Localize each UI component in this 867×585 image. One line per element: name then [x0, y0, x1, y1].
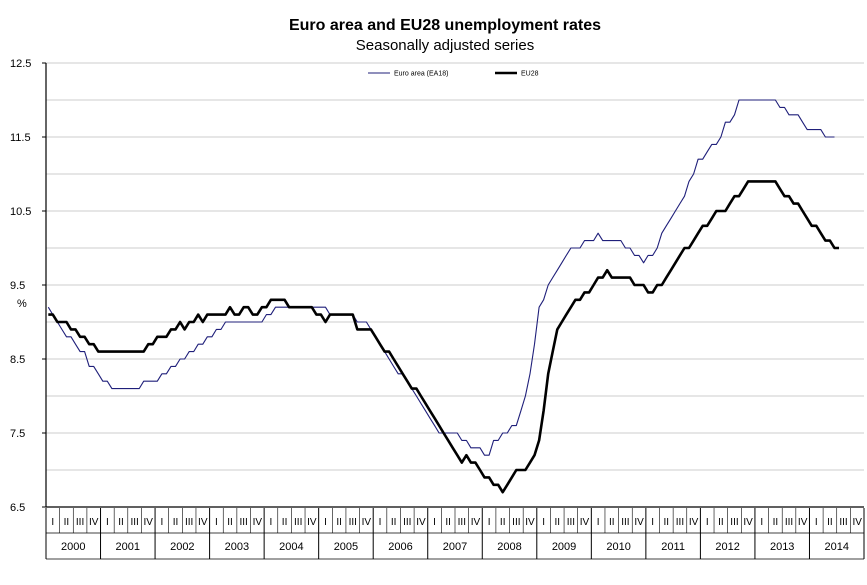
- y-tick-label: 9.5: [10, 280, 25, 292]
- quarter-label: IV: [580, 517, 590, 528]
- year-label: 2004: [279, 541, 303, 553]
- y-tick-label: 8.5: [10, 354, 25, 366]
- series-line-euro-area: [47, 99, 835, 456]
- quarter-label: II: [64, 517, 70, 528]
- quarter-label: IV: [798, 517, 808, 528]
- quarter-label: II: [445, 517, 451, 528]
- quarter-label: III: [76, 517, 84, 528]
- quarter-label: III: [785, 517, 793, 528]
- y-tick-label: 7.5: [10, 428, 25, 440]
- legend: Euro area (EA18) EU28: [368, 71, 539, 78]
- year-label: 2007: [443, 541, 467, 553]
- series-layer: [47, 99, 839, 494]
- quarter-label: IV: [416, 517, 426, 528]
- quarter-label: III: [458, 517, 466, 528]
- year-label: 2006: [388, 541, 412, 553]
- y-axis-unit-label: %: [17, 298, 27, 310]
- quarter-label: II: [336, 517, 342, 528]
- year-label: 2011: [661, 541, 685, 553]
- quarter-label: IV: [634, 517, 644, 528]
- quarter-label: I: [433, 517, 436, 528]
- quarter-label: IV: [525, 517, 535, 528]
- quarter-label: I: [706, 517, 709, 528]
- year-label: 2013: [770, 541, 794, 553]
- quarter-label: II: [827, 517, 833, 528]
- quarter-label: IV: [362, 517, 372, 528]
- legend-label: Euro area (EA18): [394, 71, 448, 78]
- quarter-label: IV: [253, 517, 263, 528]
- quarter-label: IV: [852, 517, 862, 528]
- quarter-label: I: [597, 517, 600, 528]
- quarter-label: II: [773, 517, 779, 528]
- quarter-label: I: [270, 517, 273, 528]
- quarter-label: IV: [743, 517, 753, 528]
- quarter-label: IV: [198, 517, 208, 528]
- year-label: 2008: [497, 541, 521, 553]
- quarter-label: IV: [307, 517, 317, 528]
- quarter-label: III: [130, 517, 138, 528]
- year-label: 2009: [552, 541, 576, 553]
- quarter-label: III: [839, 517, 847, 528]
- quarter-label: III: [294, 517, 302, 528]
- year-label: 2010: [606, 541, 630, 553]
- quarter-label: I: [324, 517, 327, 528]
- quarter-label: I: [51, 517, 54, 528]
- quarter-label: I: [651, 517, 654, 528]
- quarter-label: II: [391, 517, 397, 528]
- quarter-label: III: [730, 517, 738, 528]
- quarter-label: II: [118, 517, 124, 528]
- quarter-label: II: [227, 517, 233, 528]
- year-label: 2012: [715, 541, 739, 553]
- quarter-label: III: [185, 517, 193, 528]
- year-label: 2005: [334, 541, 358, 553]
- grid-layer: [46, 62, 864, 508]
- year-label: 2003: [225, 541, 249, 553]
- quarter-label: I: [160, 517, 163, 528]
- quarter-label: II: [500, 517, 506, 528]
- y-tick-label: 12.5: [10, 58, 31, 70]
- quarter-label: IV: [89, 517, 99, 528]
- year-label: 2000: [61, 541, 85, 553]
- quarter-label: IV: [471, 517, 481, 528]
- y-tick-label: 6.5: [10, 502, 25, 514]
- quarter-label: I: [760, 517, 763, 528]
- chart-subtitle: Seasonally adjusted series: [356, 37, 534, 54]
- year-label: 2014: [824, 541, 848, 553]
- quarter-label: I: [379, 517, 382, 528]
- quarter-label: I: [815, 517, 818, 528]
- quarter-label: II: [609, 517, 615, 528]
- quarter-label: II: [664, 517, 670, 528]
- year-label: 2002: [170, 541, 194, 553]
- quarter-label: III: [512, 517, 520, 528]
- quarter-label: I: [542, 517, 545, 528]
- y-tick-label: 11.5: [10, 132, 31, 144]
- quarter-label: III: [621, 517, 629, 528]
- quarter-label: III: [349, 517, 357, 528]
- quarter-label: I: [106, 517, 109, 528]
- quarter-label: III: [676, 517, 684, 528]
- quarter-label: II: [282, 517, 288, 528]
- quarter-label: IV: [144, 517, 154, 528]
- quarter-label: IV: [689, 517, 699, 528]
- quarter-label: III: [403, 517, 411, 528]
- quarter-label: III: [240, 517, 248, 528]
- quarter-label: I: [488, 517, 491, 528]
- chart-title: Euro area and EU28 unemployment rates: [289, 17, 601, 34]
- y-tick-label: 10.5: [10, 206, 31, 218]
- quarter-label: II: [718, 517, 724, 528]
- quarter-label: II: [173, 517, 179, 528]
- quarter-label: I: [215, 517, 218, 528]
- series-line-eu28: [48, 180, 839, 494]
- legend-label: EU28: [521, 71, 539, 78]
- quarter-label: II: [554, 517, 560, 528]
- quarter-label: III: [567, 517, 575, 528]
- year-label: 2001: [116, 541, 140, 553]
